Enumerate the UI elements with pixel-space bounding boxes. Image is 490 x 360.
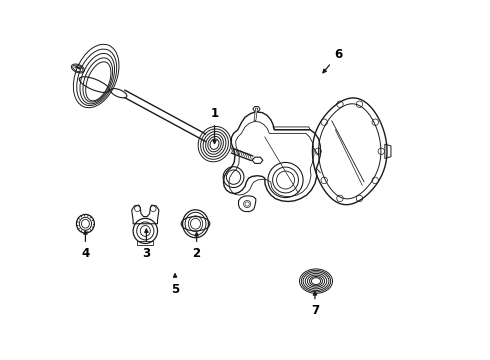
Text: 1: 1: [211, 107, 219, 144]
Text: 2: 2: [193, 233, 200, 260]
Text: 5: 5: [171, 274, 179, 296]
Text: 7: 7: [311, 292, 319, 318]
Text: 6: 6: [323, 48, 343, 73]
Text: 4: 4: [81, 231, 90, 260]
Text: 3: 3: [142, 229, 150, 260]
